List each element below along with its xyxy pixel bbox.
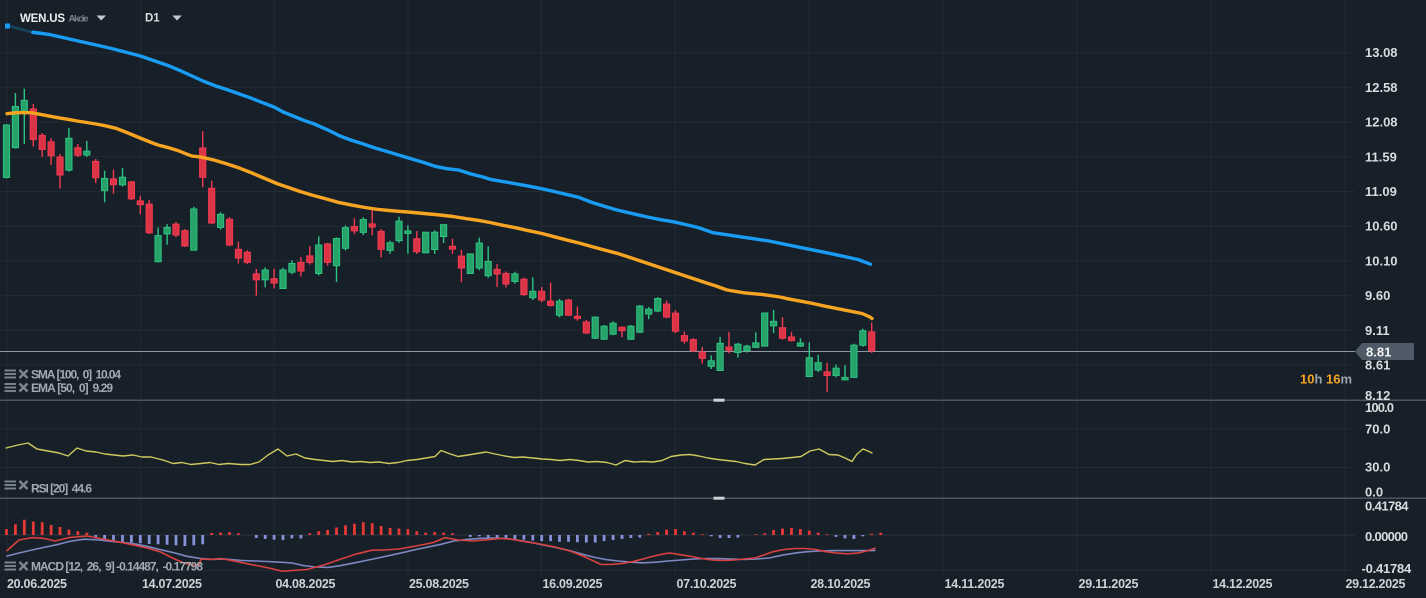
svg-text:Akcie: Akcie xyxy=(69,14,89,25)
svg-text:0.0: 0.0 xyxy=(1365,485,1383,500)
svg-text:11.59: 11.59 xyxy=(1365,149,1397,164)
svg-text:EMA [50, 0] 9.29: EMA [50, 0] 9.29 xyxy=(31,381,113,395)
svg-text:WEN.US: WEN.US xyxy=(20,13,65,25)
svg-text:29.11.2025: 29.11.2025 xyxy=(1079,577,1139,591)
svg-text:11.09: 11.09 xyxy=(1365,184,1397,199)
svg-text:14.07.2025: 14.07.2025 xyxy=(142,577,202,591)
svg-text:14.11.2025: 14.11.2025 xyxy=(945,577,1005,591)
svg-text:14.12.2025: 14.12.2025 xyxy=(1213,577,1273,591)
svg-text:D1: D1 xyxy=(145,13,160,25)
svg-text:12.08: 12.08 xyxy=(1365,115,1398,130)
svg-text:25.08.2025: 25.08.2025 xyxy=(409,577,469,591)
svg-text:12.58: 12.58 xyxy=(1365,80,1398,95)
svg-text:04.08.2025: 04.08.2025 xyxy=(276,577,336,591)
svg-text:SMA [100, 0] 10.04: SMA [100, 0] 10.04 xyxy=(31,368,121,382)
svg-text:0.41784: 0.41784 xyxy=(1365,499,1409,514)
svg-text:20.06.2025: 20.06.2025 xyxy=(7,577,67,591)
svg-text:10.60: 10.60 xyxy=(1365,219,1398,234)
svg-text:29.12.2025: 29.12.2025 xyxy=(1346,577,1406,591)
svg-text:100.0: 100.0 xyxy=(1365,400,1394,415)
svg-text:RSI [20] 44.6: RSI [20] 44.6 xyxy=(31,482,92,496)
svg-text:-0.41784: -0.41784 xyxy=(1362,561,1412,576)
svg-text:8.61: 8.61 xyxy=(1365,358,1390,373)
svg-text:9.60: 9.60 xyxy=(1365,288,1390,303)
svg-text:10h 16m: 10h 16m xyxy=(1300,372,1352,387)
svg-text:8.12: 8.12 xyxy=(1365,388,1390,403)
svg-text:07.10.2025: 07.10.2025 xyxy=(677,577,737,591)
svg-text:70.0: 70.0 xyxy=(1365,422,1390,437)
svg-text:13.08: 13.08 xyxy=(1365,45,1398,60)
svg-text:0.00000: 0.00000 xyxy=(1365,529,1408,544)
svg-text:MACD [12, 26, 9] -0.14487,: MACD [12, 26, 9] -0.14487, -0.17798 xyxy=(31,560,203,574)
svg-text:8.81: 8.81 xyxy=(1366,345,1391,360)
svg-text:16.09.2025: 16.09.2025 xyxy=(543,577,603,591)
svg-text:28.10.2025: 28.10.2025 xyxy=(811,577,871,591)
svg-text:30.0: 30.0 xyxy=(1365,460,1390,475)
svg-text:10.10: 10.10 xyxy=(1365,253,1398,268)
svg-text:9.11: 9.11 xyxy=(1365,323,1390,338)
